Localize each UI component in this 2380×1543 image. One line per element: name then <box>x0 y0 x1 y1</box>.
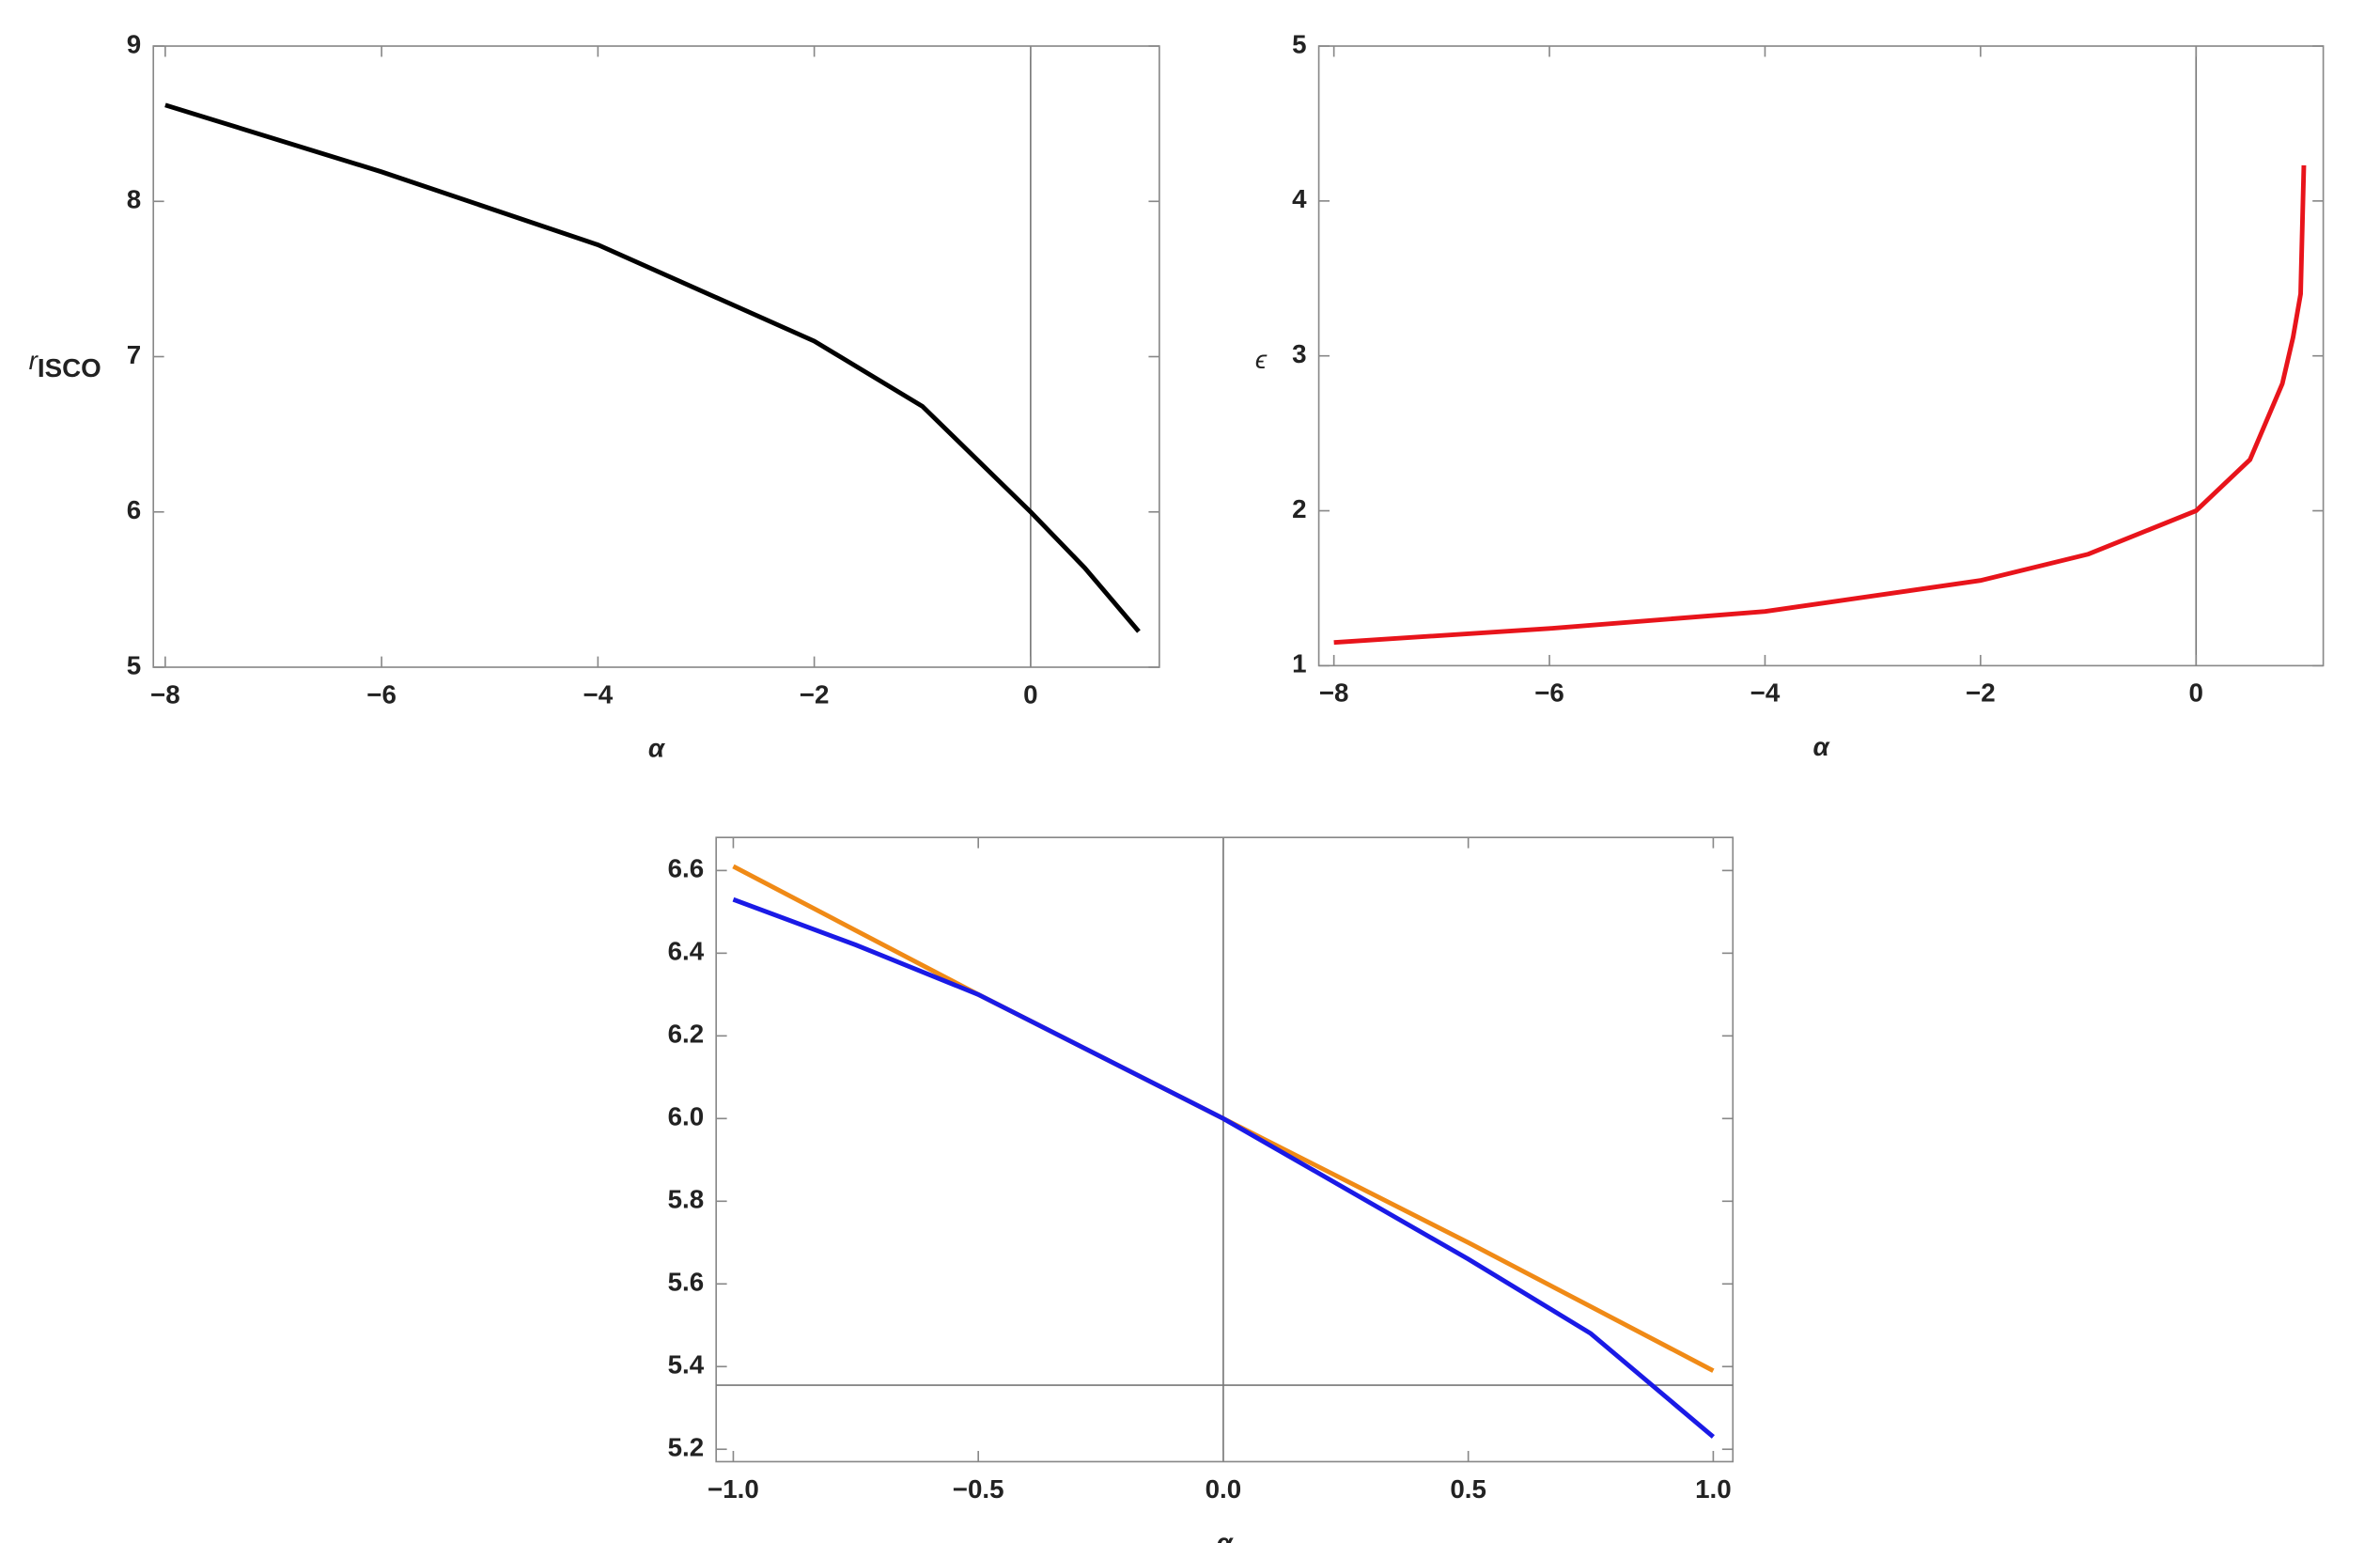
y-tick-label: 5.4 <box>668 1350 705 1379</box>
x-tick-label: −0.5 <box>953 1474 1004 1504</box>
y-tick-label: 1 <box>1292 649 1306 678</box>
y-tick-label: 6.4 <box>668 937 705 966</box>
y-axis-label: rISCO <box>29 346 101 382</box>
panel: −8 −6 −4 −2 0 1 2 3 4 5 α ϵ <box>1255 29 2325 761</box>
x-axis-label: α <box>1813 732 1831 761</box>
y-axis-label: ϵ <box>1255 346 1268 375</box>
data-line <box>1333 164 2307 646</box>
x-tick-label: 1.0 <box>1695 1474 1732 1504</box>
x-tick-label: −2 <box>1966 678 1996 708</box>
x-tick-label: 0.0 <box>1206 1474 1242 1504</box>
x-tick-label: 0.5 <box>1450 1474 1486 1504</box>
y-axis-label-main: r <box>29 346 39 375</box>
x-tick-label: −4 <box>583 679 614 709</box>
y-tick-label: 5 <box>1292 29 1306 58</box>
y-tick-label: 6.2 <box>668 1020 705 1049</box>
x-axis-label: α <box>1217 1528 1235 1543</box>
x-axis-label: α <box>648 733 666 762</box>
y-tick-label: 7 <box>127 340 141 369</box>
y-tick-label: 4 <box>1292 184 1307 213</box>
x-tick-label: −6 <box>1534 678 1564 708</box>
x-tick-label: −4 <box>1750 678 1781 708</box>
y-tick-label: 5.2 <box>668 1433 705 1462</box>
y-axis-label-main: ϵ <box>1255 346 1268 375</box>
y-tick-label: 8 <box>127 185 141 214</box>
y-tick-label: 6.0 <box>668 1102 705 1131</box>
x-tick-label: −8 <box>1319 678 1349 708</box>
plot-frame <box>1317 45 2325 667</box>
data-line <box>732 896 1715 1439</box>
panel: −8 −6 −4 −2 0 5 6 7 8 9 α rISCO <box>29 29 1160 762</box>
x-tick-label: 0 <box>2189 678 2203 708</box>
y-axis-label-sub: ISCO <box>38 354 101 383</box>
y-tick-label: 6 <box>127 495 141 524</box>
y-tick-label: 2 <box>1292 494 1306 523</box>
x-tick-label: −1.0 <box>708 1474 759 1504</box>
y-tick-label: 6.6 <box>668 854 705 883</box>
panel: −1.0 −0.5 0.0 0.5 1.0 5.2 5.4 5.6 5.8 6.0 6.2 6.4 6.… <box>668 836 1734 1543</box>
data-line <box>164 102 1141 633</box>
x-tick-label: −6 <box>366 679 397 709</box>
x-tick-label: 0 <box>1023 679 1037 709</box>
plot-frame <box>152 45 1160 668</box>
y-tick-label: 9 <box>127 29 141 58</box>
y-tick-label: 5.8 <box>668 1185 705 1214</box>
plot-frame <box>715 836 1734 1463</box>
y-tick-label: 5.6 <box>668 1268 705 1297</box>
x-tick-label: −8 <box>150 679 180 709</box>
x-tick-label: −2 <box>800 679 830 709</box>
y-tick-label: 3 <box>1292 339 1306 368</box>
y-tick-label: 5 <box>127 650 141 679</box>
